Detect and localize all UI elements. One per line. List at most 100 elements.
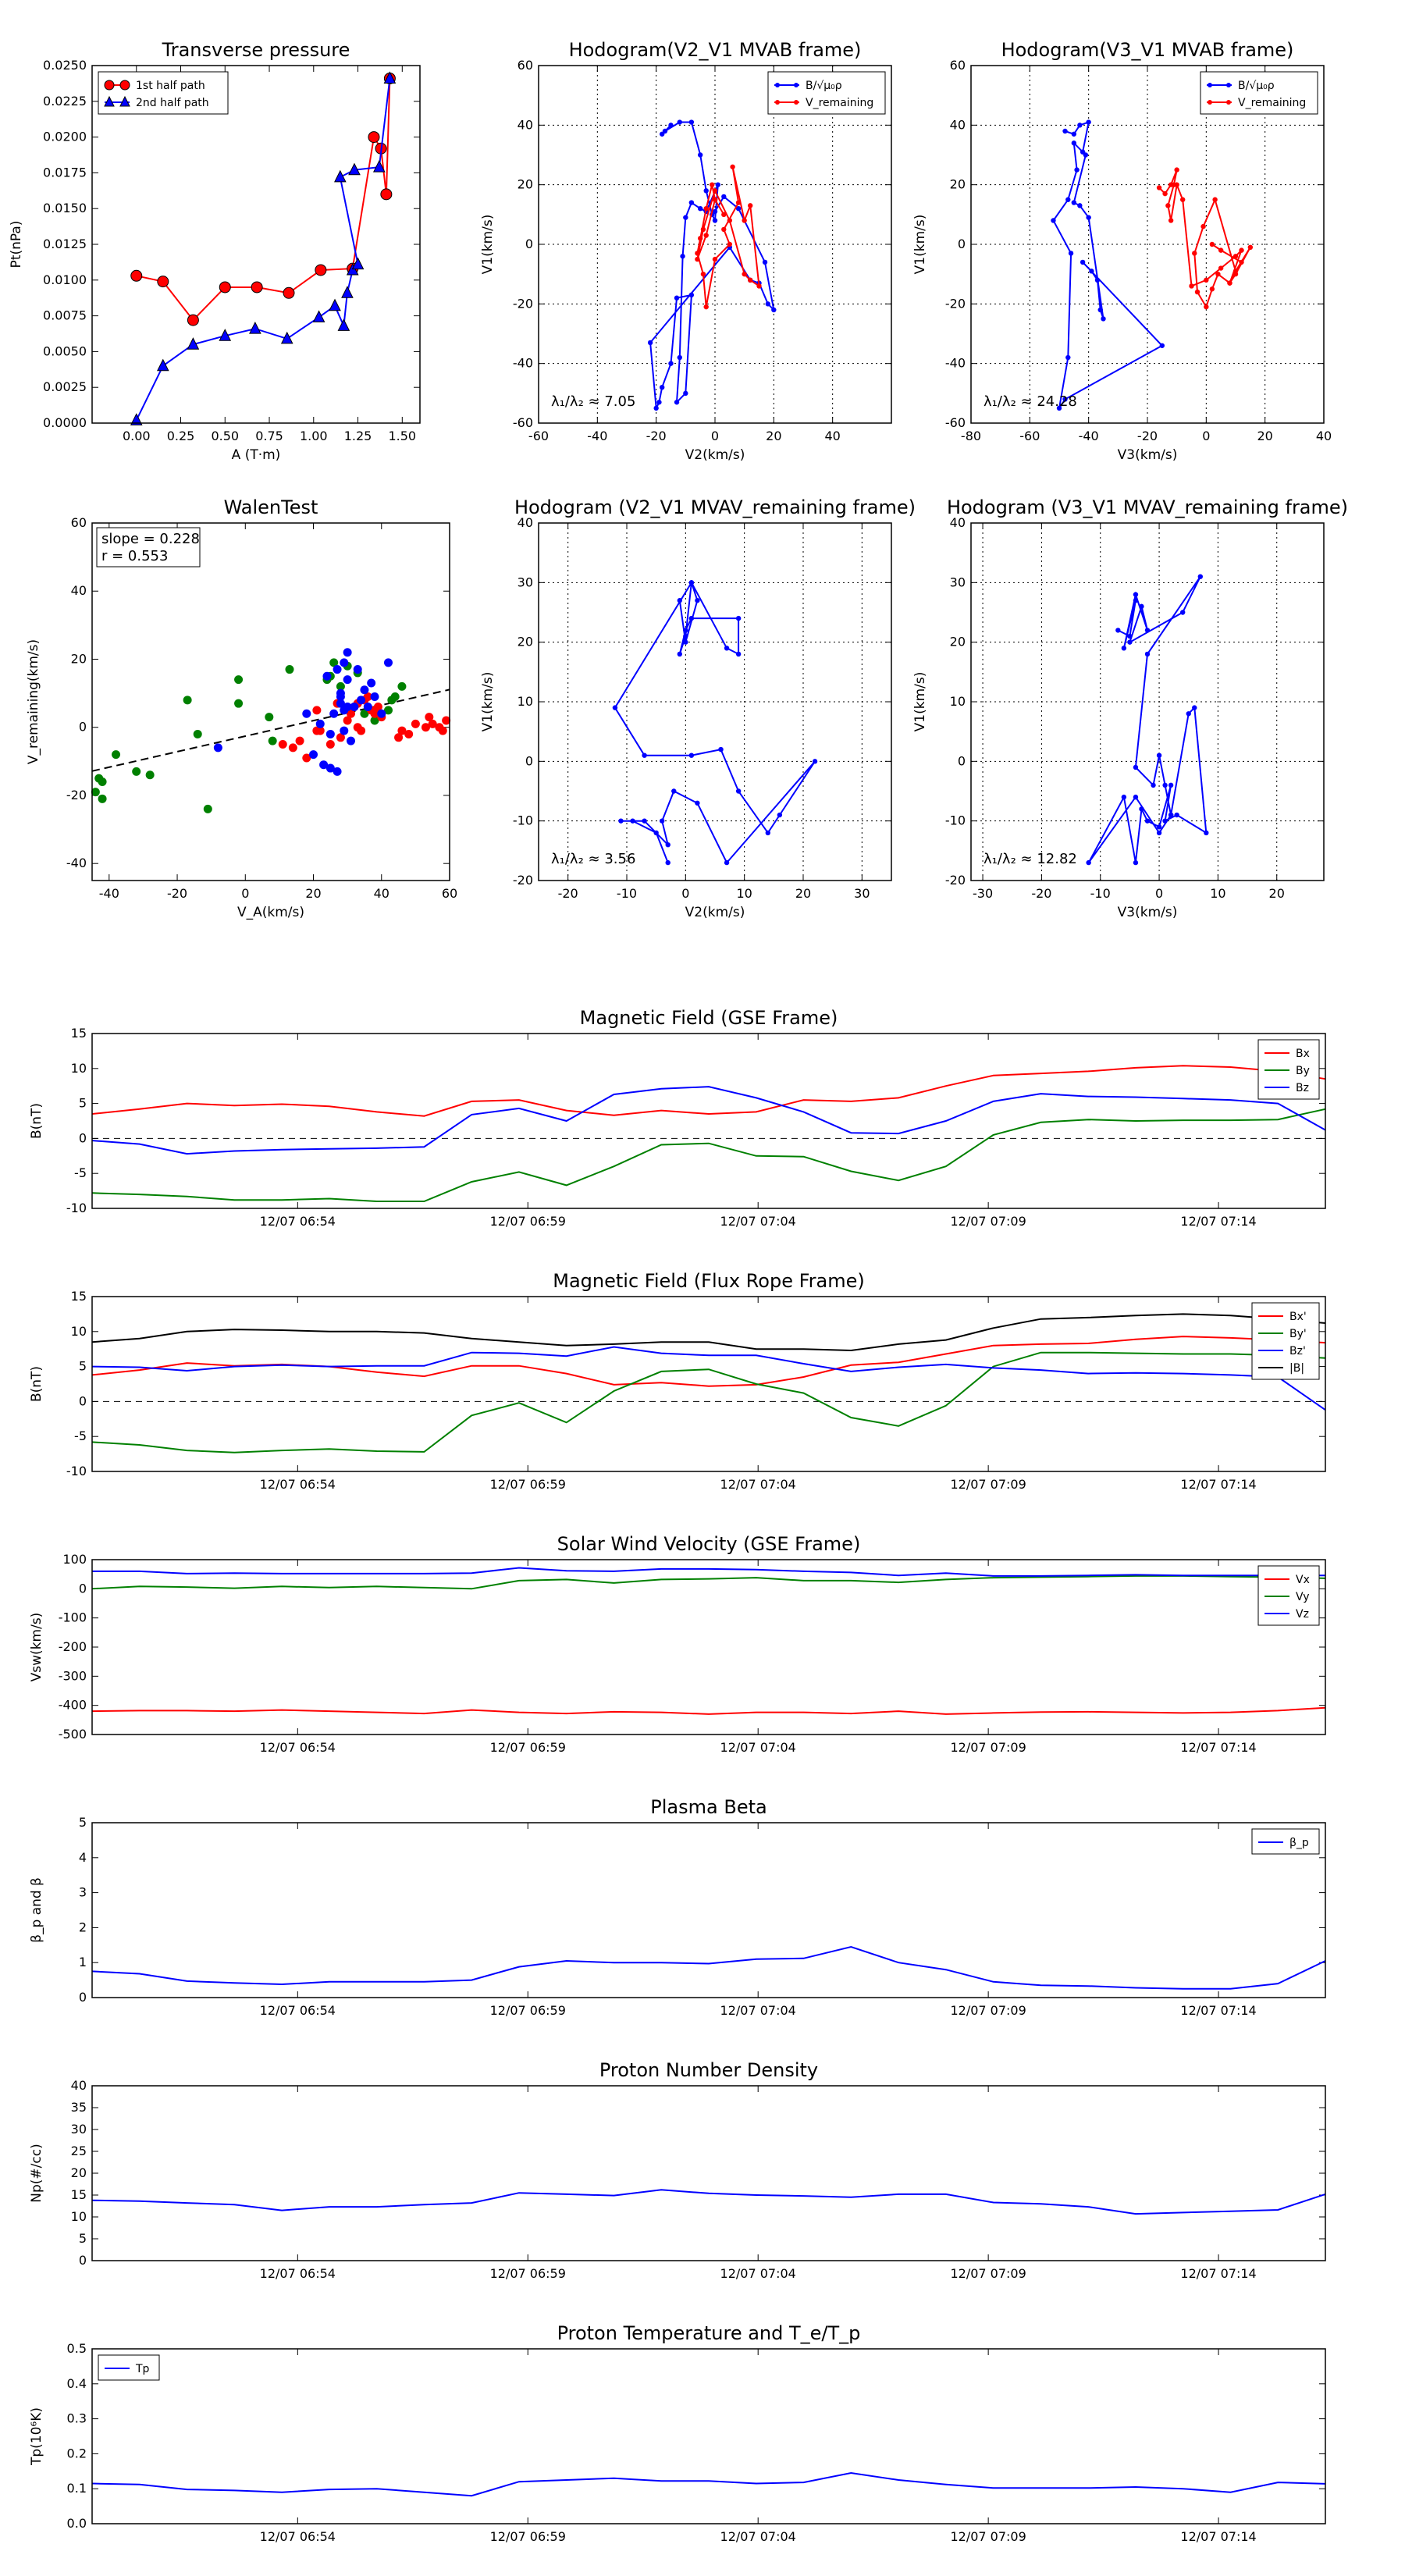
x-tick-label: 60 <box>442 886 457 901</box>
pt-frame <box>91 65 421 424</box>
y-tick-label: 15 <box>71 2187 87 2202</box>
x-tick-label: -20 <box>646 429 667 443</box>
data-point <box>1133 764 1139 770</box>
data-point <box>442 716 451 725</box>
y-tick-label: 20 <box>950 177 966 192</box>
data-point <box>1144 651 1151 657</box>
data-point <box>721 194 727 200</box>
data-point <box>1218 265 1224 271</box>
data-point <box>697 206 703 212</box>
y-tick-label: -300 <box>59 1668 87 1683</box>
data-point <box>674 400 680 405</box>
y-tick-label: 0.0125 <box>43 237 87 251</box>
mag_fr-plot-area <box>92 1297 1325 1471</box>
data-point <box>333 767 342 776</box>
data-point <box>302 709 311 718</box>
legend-marker <box>1208 83 1212 87</box>
vsw-chart: -500 -400 -300 -200 -100 0 100 12/07 06:54 12/07… <box>29 1533 1326 1755</box>
data-point <box>187 314 199 326</box>
data-point <box>683 390 688 397</box>
data-point <box>712 256 718 262</box>
data-point <box>187 337 200 350</box>
data-point <box>721 212 727 218</box>
data-point <box>380 188 393 201</box>
pt-legend: 1st half path 2nd half path <box>98 71 229 115</box>
data-point <box>280 331 293 344</box>
y-tick-label: 15 <box>71 1026 87 1041</box>
hodo2-title: Hodogram(V3_V1 MVAB frame) <box>1001 39 1294 61</box>
series-line <box>136 78 391 322</box>
data-point <box>1174 167 1179 173</box>
y-tick-label: 40 <box>71 2078 87 2093</box>
data-point <box>724 646 730 651</box>
data-point <box>712 188 718 194</box>
x-tick-label: 0.50 <box>211 429 239 443</box>
data-point <box>700 226 706 233</box>
y-tick-label: 5 <box>79 1815 87 1830</box>
data-point <box>718 746 724 753</box>
data-point <box>1097 307 1103 313</box>
data-point <box>397 681 407 691</box>
hodo4-ratio-label: λ₁/λ₂ ≈ 12.82 <box>984 851 1077 867</box>
data-point <box>157 276 169 288</box>
data-point <box>315 726 325 735</box>
data-point <box>697 236 703 241</box>
data-point <box>688 119 695 125</box>
data-point <box>336 733 345 742</box>
data-point <box>727 241 733 247</box>
data-point <box>671 788 677 794</box>
data-point <box>680 254 685 259</box>
legend-label: Vy <box>1296 1591 1310 1603</box>
legend-marker <box>1226 83 1231 87</box>
x-tick-label: 20 <box>1257 429 1272 443</box>
np-plot-area <box>92 2086 1325 2261</box>
data-point <box>1133 794 1139 800</box>
data-point <box>98 777 107 787</box>
data-point <box>285 665 294 674</box>
x-tick-label: 12/07 06:54 <box>260 2529 336 2544</box>
x-tick-label: 12/07 07:04 <box>720 2266 796 2281</box>
data-point <box>234 675 244 685</box>
data-point <box>343 703 352 712</box>
data-point <box>219 281 231 294</box>
data-point <box>397 726 407 735</box>
data-point <box>771 307 777 313</box>
data-point <box>295 736 304 745</box>
data-point <box>340 726 349 735</box>
x-tick-label: 0.75 <box>255 429 283 443</box>
x-tick-label: 0 <box>711 429 719 443</box>
data-point <box>712 197 718 202</box>
y-tick-label: 20 <box>518 177 533 192</box>
data-point <box>336 681 345 691</box>
data-point <box>1156 824 1162 830</box>
data-point <box>1215 271 1221 277</box>
data-point <box>1162 818 1168 824</box>
hodo1-xlabel: V2(km/s) <box>685 447 745 463</box>
data-point <box>334 169 347 183</box>
legend-marker <box>775 83 780 87</box>
hodo3-frame <box>538 522 892 881</box>
y-tick-label: -20 <box>66 788 87 802</box>
data-point <box>404 729 414 738</box>
data-point <box>337 318 350 331</box>
data-point <box>1068 251 1074 256</box>
data-point <box>1227 280 1232 286</box>
walen-xlabel: V_A(km/s) <box>237 905 304 920</box>
data-point <box>812 759 818 764</box>
y-tick-label: 20 <box>71 651 87 666</box>
x-tick-label: -30 <box>973 886 993 901</box>
hodo2-ylabel: V1(km/s) <box>912 215 928 275</box>
data-point <box>724 859 730 866</box>
data-point <box>383 71 397 84</box>
y-tick-label: 0 <box>525 753 533 768</box>
y-tick-label: 0 <box>525 237 533 251</box>
data-point <box>383 706 393 715</box>
hodo1-ylabel: V1(km/s) <box>480 215 496 275</box>
y-tick-label: 0.0225 <box>43 94 87 109</box>
y-tick-label: 0 <box>79 2253 87 2268</box>
y-tick-label: 0 <box>79 1581 87 1596</box>
data-point <box>668 361 674 366</box>
y-tick-label: 40 <box>950 515 966 530</box>
legend-box <box>767 71 886 115</box>
y-tick-label: 0 <box>958 753 966 768</box>
